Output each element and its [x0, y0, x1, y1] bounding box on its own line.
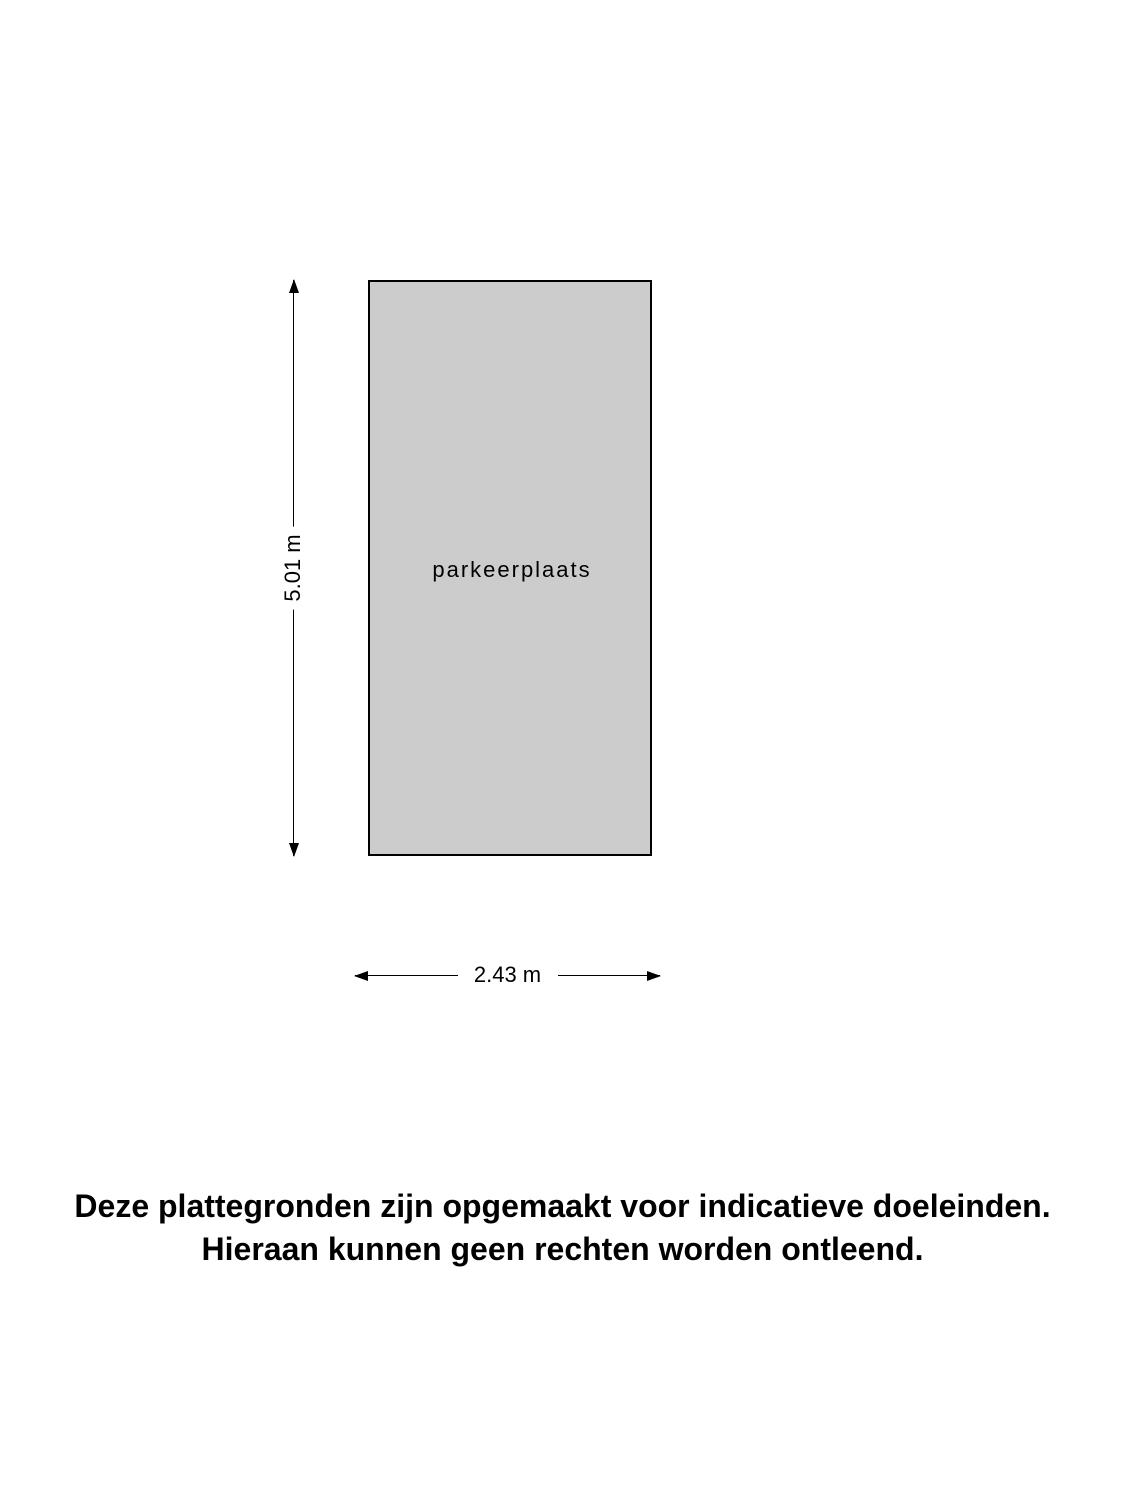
disclaimer-line2: Hieraan kunnen geen rechten worden ontle…: [202, 1231, 924, 1267]
parking-space-label: parkeerplaats: [432, 557, 591, 583]
horizontal-dimension-line-right: [558, 975, 661, 976]
arrow-up-icon: [289, 279, 299, 293]
arrow-right-icon: [647, 971, 661, 981]
disclaimer-text: Deze plattegronden zijn opgemaakt voor i…: [0, 1185, 1125, 1271]
disclaimer-line1: Deze plattegronden zijn opgemaakt voor i…: [74, 1188, 1050, 1224]
parking-space-rect: parkeerplaats: [368, 280, 652, 856]
arrow-left-icon: [354, 971, 368, 981]
floorplan-canvas: parkeerplaats 5.01 m 2.43 m Deze platteg…: [0, 0, 1125, 1500]
horizontal-dimension-line-left: [355, 975, 458, 976]
arrow-down-icon: [289, 843, 299, 857]
vertical-dimension-line-bottom: [293, 606, 294, 856]
vertical-dimension-line-top: [293, 280, 294, 530]
vertical-dimension-label: 5.01 m: [280, 526, 306, 609]
horizontal-dimension-label: 2.43 m: [466, 962, 549, 988]
